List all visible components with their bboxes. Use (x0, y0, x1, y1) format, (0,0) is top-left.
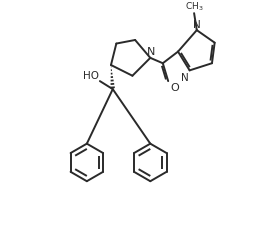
Text: HO: HO (83, 71, 99, 81)
Text: N: N (181, 72, 189, 82)
Text: N: N (193, 20, 201, 29)
Text: CH$_3$: CH$_3$ (185, 0, 203, 13)
Text: N: N (147, 47, 155, 57)
Text: O: O (170, 83, 179, 92)
